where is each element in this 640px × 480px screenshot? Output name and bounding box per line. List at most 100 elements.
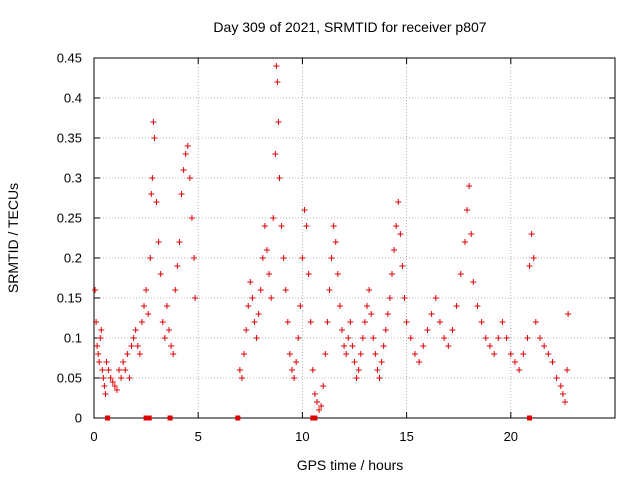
data-point: [124, 351, 131, 357]
data-point: [184, 143, 191, 149]
data-point: [122, 367, 129, 373]
data-point: [397, 231, 404, 237]
data-point: [166, 327, 173, 333]
data-point: [284, 319, 291, 325]
data-point: [295, 335, 302, 341]
data-point: [478, 319, 485, 325]
data-point: [126, 375, 133, 381]
data-point: [328, 255, 335, 261]
data-point: [186, 175, 193, 181]
data-point: [241, 351, 248, 357]
data-point: [395, 199, 402, 205]
data-point: [364, 303, 371, 309]
data-point: [136, 351, 143, 357]
data-point: [468, 231, 475, 237]
data-point: [178, 191, 185, 197]
data-point: [297, 303, 304, 309]
data-point: [461, 239, 468, 245]
data-point: [503, 335, 510, 341]
data-point: [128, 343, 135, 349]
chart-title: Day 309 of 2021, SRMTID for receiver p80…: [213, 19, 486, 35]
y-tick-label: 0.45: [57, 51, 82, 66]
data-point: [541, 343, 548, 349]
y-tick-label: 0.4: [64, 91, 82, 106]
data-point: [97, 335, 104, 341]
data-point: [105, 367, 112, 373]
data-point: [253, 335, 260, 341]
data-point: [170, 351, 177, 357]
data-point: [273, 63, 280, 69]
data-point: [399, 263, 406, 269]
data-point: [182, 151, 189, 157]
data-point: [98, 327, 105, 333]
data-point: [557, 383, 564, 389]
data-point: [266, 271, 273, 277]
data-point: [378, 359, 385, 365]
data-point: [424, 327, 431, 333]
data-point: [511, 359, 518, 365]
data-point: [93, 319, 100, 325]
data-point: [353, 375, 360, 381]
data-point: [238, 375, 245, 381]
gap-marker: [146, 415, 152, 421]
data-point: [293, 359, 300, 365]
data-point: [303, 223, 310, 229]
data-point: [174, 263, 181, 269]
data-point: [524, 335, 531, 341]
data-point: [366, 287, 373, 293]
data-point: [553, 375, 560, 381]
data-point: [307, 319, 314, 325]
data-point: [336, 303, 343, 309]
data-point: [491, 351, 498, 357]
data-point: [561, 399, 568, 405]
data-point: [130, 335, 137, 341]
data-point: [188, 215, 195, 221]
data-point: [341, 343, 348, 349]
data-point: [268, 295, 275, 301]
data-point: [301, 207, 308, 213]
data-point: [288, 367, 295, 373]
data-point: [316, 407, 323, 413]
data-point: [374, 367, 381, 373]
data-point: [191, 255, 198, 261]
data-point: [278, 223, 285, 229]
data-point: [282, 287, 289, 293]
data-point: [549, 359, 556, 365]
y-tick-label: 0: [75, 411, 82, 426]
gap-markers: [105, 415, 533, 421]
gap-marker: [143, 415, 149, 421]
data-point: [274, 79, 281, 85]
data-point: [565, 311, 572, 317]
data-point: [357, 351, 364, 357]
data-point: [384, 311, 391, 317]
y-tick-label: 0.35: [57, 131, 82, 146]
data-point: [457, 271, 464, 277]
gap-marker: [235, 415, 241, 421]
data-point: [243, 327, 250, 333]
x-tick-label: 20: [504, 429, 518, 444]
x-tick-label: 0: [90, 429, 97, 444]
data-point: [153, 199, 160, 205]
data-point: [334, 271, 341, 277]
data-point: [145, 311, 152, 317]
data-point: [355, 367, 362, 373]
data-point: [376, 375, 383, 381]
data-point: [141, 303, 148, 309]
data-point: [150, 119, 157, 125]
data-points: [92, 63, 572, 413]
data-point: [247, 279, 254, 285]
data-point: [155, 239, 162, 245]
data-point: [172, 287, 179, 293]
gap-marker: [527, 415, 533, 421]
data-point: [134, 343, 141, 349]
y-axis-label: SRMTID / TECUs: [5, 183, 21, 293]
gap-marker: [167, 415, 173, 421]
data-point: [507, 351, 514, 357]
x-tick-label: 10: [295, 429, 309, 444]
axis-ticks: 0 0.05 0.1 0.15 0.2 0.25 0.3 0.35 0.4 0.45 0 5 10 15 2…: [57, 51, 615, 444]
grid-lines: [94, 58, 615, 418]
data-point: [163, 303, 170, 309]
data-point: [495, 335, 502, 341]
data-point: [259, 255, 266, 261]
data-point: [516, 367, 523, 373]
